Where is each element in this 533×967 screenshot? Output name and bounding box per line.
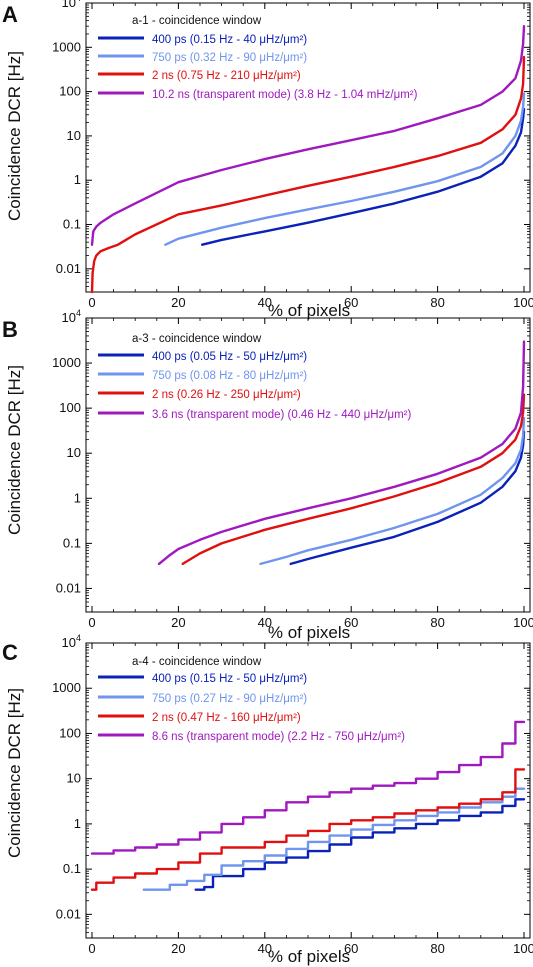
panel-b-y-tick-label: 10 xyxy=(67,445,81,460)
panel-b-series-line-2 xyxy=(259,416,526,566)
panel-c-series-line-4 xyxy=(90,720,526,855)
panel-b-x-tick-label: 20 xyxy=(171,615,185,630)
panel-b-x-tick-label: 40 xyxy=(258,615,272,630)
panel-a-series-line-1 xyxy=(201,108,526,246)
panel-c-ylabel: Coincidence DCR [Hz] xyxy=(5,688,24,858)
panel-b-x-tick-label: 80 xyxy=(430,615,444,630)
panel-c-x-tick-label: 60 xyxy=(344,941,358,956)
panel-a-x-tick-label: 100 xyxy=(513,295,533,310)
panel-a-y-tick-label: 104 xyxy=(62,0,81,10)
panel-c-x-tick-label: 100 xyxy=(513,941,533,956)
panel-b-y-tick-label: 0.01 xyxy=(56,580,81,595)
panel-c-x-tick-label: 0 xyxy=(88,941,95,956)
panel-a-series-line-3 xyxy=(90,55,526,294)
panel-a-x-tick-label: 40 xyxy=(258,295,272,310)
panel-c-legend-label-4: 8.6 ns (transparent mode) (2.2 Hz - 750 … xyxy=(152,731,405,743)
panel-c-y-tick-label: 1000 xyxy=(52,680,81,695)
panel-b-plot-area: 0.01 0.1 1 10 100 1000 104 0 20 40 60 80 100 xyxy=(52,308,533,630)
panel-a-legend-label-1: 400 ps (0.15 Hz - 40 μHz/μm²) xyxy=(152,34,307,46)
panel-b: B a-3 - coincidence window 400 ps (0.05 … xyxy=(2,317,411,642)
panel-c-frame xyxy=(85,642,531,939)
panel-c-legend-label-2: 750 ps (0.27 Hz - 90 μHz/μm²) xyxy=(152,693,307,705)
panel-c-series-line-1 xyxy=(194,798,526,891)
panel-b-y-tick-label: 1 xyxy=(74,490,81,505)
panel-b-x-tick-label: 100 xyxy=(513,615,533,630)
panel-a-y-tick-label: 10 xyxy=(67,128,81,143)
panel-c-y-tick-label: 1 xyxy=(74,816,81,831)
panel-a-y-tick-label: 100 xyxy=(59,84,81,99)
panel-a-series-line-2 xyxy=(164,92,526,246)
panel-a-x-tick-label: 20 xyxy=(171,295,185,310)
panel-a-y-tick-label: 0.1 xyxy=(63,217,81,232)
panel-b-legend-label-1: 400 ps (0.05 Hz - 50 μHz/μm²) xyxy=(152,351,307,363)
panel-b-y-tick-label: 104 xyxy=(62,308,81,325)
panel-a: A a-1 - coincidence window 400 ps (0.15 … xyxy=(2,2,418,320)
panel-a-xlabel: % of pixels xyxy=(268,301,350,320)
panel-b-y-tick-label: 0.1 xyxy=(63,535,81,550)
panel-a-legend-label-2: 750 ps (0.32 Hz - 90 μHz/μm²) xyxy=(152,52,307,64)
panel-a-y-tick-label: 1 xyxy=(74,172,81,187)
panel-a-legend-label-4: 10.2 ns (transparent mode) (3.8 Hz - 1.0… xyxy=(152,89,418,101)
panel-b-series-line-1 xyxy=(289,430,526,566)
panel-c-series-line-3 xyxy=(90,768,526,891)
panel-b-legend-label-2: 750 ps (0.08 Hz - 80 μHz/μm²) xyxy=(152,370,307,382)
panel-c-x-tick-label: 20 xyxy=(171,941,185,956)
panel-b-legend-label-3: 2 ns (0.26 Hz - 250 μHz/μm²) xyxy=(152,389,301,401)
panel-a-series-line-4 xyxy=(90,25,526,246)
panel-c-x-tick-label: 80 xyxy=(430,941,444,956)
panel-c-plot-area: 0.01 0.1 1 10 100 1000 104 0 20 40 60 80 100 xyxy=(52,633,533,956)
panel-b-y-tick-label: 1000 xyxy=(52,355,81,370)
panel-a-x-tick-label: 60 xyxy=(344,295,358,310)
panel-c-xlabel: % of pixels xyxy=(268,947,350,966)
panel-c-y-tick-label: 0.1 xyxy=(63,861,81,876)
panel-b-x-tick-label: 0 xyxy=(88,615,95,630)
panel-letter-a: A xyxy=(2,2,18,27)
panel-c-x-tick-label: 40 xyxy=(258,941,272,956)
panel-c-series-line-2 xyxy=(142,787,526,891)
panel-a-legend-label-3: 2 ns (0.75 Hz - 210 μHz/μm²) xyxy=(152,70,301,82)
panel-a-legend-title: a-1 - coincidence window xyxy=(132,15,262,27)
panel-b-legend-label-4: 3.6 ns (transparent mode) (0.46 Hz - 440… xyxy=(152,409,411,421)
panel-a-plot-area: 0.01 0.1 1 10 100 1000 104 0 20 40 60 80 100 xyxy=(52,0,533,310)
panel-b-series-line-4 xyxy=(157,340,526,566)
panel-a-x-tick-label: 80 xyxy=(430,295,444,310)
panel-c-y-tick-label: 0.01 xyxy=(56,906,81,921)
panel-c-y-tick-label: 100 xyxy=(59,725,81,740)
panel-c-legend-title: a-4 - coincidence window xyxy=(132,656,262,668)
panel-b-ylabel: Coincidence DCR [Hz] xyxy=(5,365,24,535)
panel-c-legend-label-3: 2 ns (0.47 Hz - 160 μHz/μm²) xyxy=(152,712,301,724)
panel-c-legend-label-1: 400 ps (0.15 Hz - 50 μHz/μm²) xyxy=(152,673,307,685)
panel-c-y-tick-label: 104 xyxy=(62,633,81,650)
panel-b-x-tick-label: 60 xyxy=(344,615,358,630)
panel-b-y-tick-label: 100 xyxy=(59,400,81,415)
panel-a-ylabel: Coincidence DCR [Hz] xyxy=(5,51,24,221)
panel-letter-b: B xyxy=(2,317,18,342)
panel-b-legend-title: a-3 - coincidence window xyxy=(132,333,262,345)
panel-b-xlabel: % of pixels xyxy=(268,623,350,642)
panel-a-x-tick-label: 0 xyxy=(88,295,95,310)
panel-a-y-tick-label: 1000 xyxy=(52,39,81,54)
panel-c-y-tick-label: 10 xyxy=(67,771,81,786)
panel-letter-c: C xyxy=(2,640,18,665)
panel-b-series-line-3 xyxy=(181,393,526,566)
panel-c: C a-4 - coincidence window 400 ps (0.15 … xyxy=(2,640,405,966)
panel-a-y-tick-label: 0.01 xyxy=(56,261,81,276)
